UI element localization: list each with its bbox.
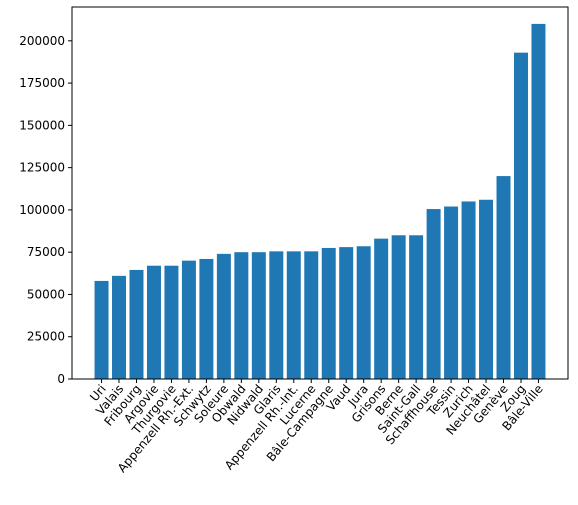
bar-2 xyxy=(129,269,144,379)
bar-21 xyxy=(461,201,476,379)
bar-14 xyxy=(339,247,354,379)
bar-0 xyxy=(94,280,109,379)
bar-3 xyxy=(146,265,161,379)
bar-7 xyxy=(216,253,231,379)
y-tick-label-2: 50000 xyxy=(27,287,65,301)
bar-11 xyxy=(286,251,301,379)
bar-13 xyxy=(321,247,336,379)
bar-4 xyxy=(164,265,179,379)
bar-6 xyxy=(199,258,214,379)
bar-24 xyxy=(514,52,528,380)
bar-18 xyxy=(409,235,424,379)
y-tick-label-1: 25000 xyxy=(27,330,65,344)
bar-22 xyxy=(479,199,494,379)
bar-16 xyxy=(374,238,389,379)
plot-frame xyxy=(71,6,569,380)
bars-group xyxy=(94,23,546,380)
bar-9 xyxy=(251,252,266,379)
bar-17 xyxy=(391,235,406,379)
bar-12 xyxy=(304,251,319,379)
y-tick-label-7: 175000 xyxy=(19,76,65,90)
bar-23 xyxy=(496,176,511,379)
x-axis: UriValaisFribourgArgovieThurgovieAppenze… xyxy=(87,379,546,475)
y-tick-label-0: 0 xyxy=(57,372,65,386)
y-axis: 0 25000 50000 75000 100000 125000 150000 175000… xyxy=(19,34,72,386)
bar-19 xyxy=(426,209,441,379)
bar-8 xyxy=(234,252,249,379)
y-tick-label-8: 200000 xyxy=(19,34,65,48)
y-tick-label-4: 100000 xyxy=(19,203,65,217)
y-tick-label-3: 75000 xyxy=(27,245,65,259)
bar-15 xyxy=(356,246,371,379)
y-tick-label-5: 125000 xyxy=(19,161,65,175)
bar-25 xyxy=(531,23,546,379)
bar-10 xyxy=(269,251,284,379)
bar-1 xyxy=(112,275,126,379)
bar-20 xyxy=(444,206,459,379)
bar-5 xyxy=(181,260,196,379)
y-tick-label-6: 150000 xyxy=(19,118,65,132)
